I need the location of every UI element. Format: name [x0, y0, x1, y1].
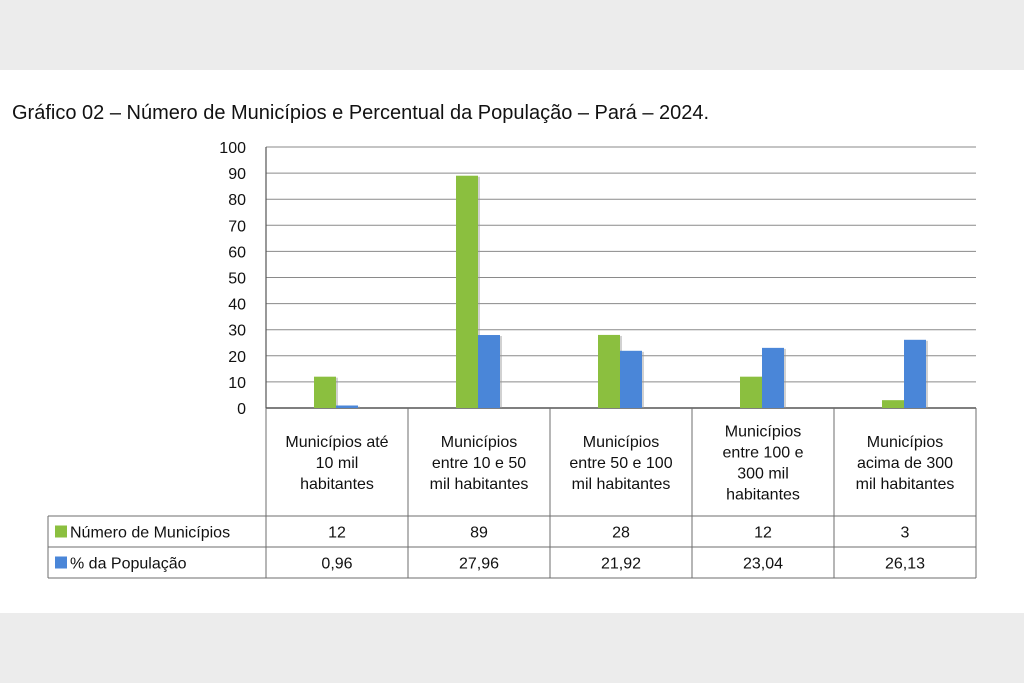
bar-percentual-populacao: [336, 405, 358, 408]
category-label-line: Municípios até: [285, 434, 388, 451]
legend-swatch: [55, 525, 67, 538]
bar-numero-municipios: [456, 175, 478, 408]
y-tick-label: 40: [228, 297, 246, 314]
category-label-line: mil habitantes: [430, 476, 529, 493]
category-label-line: Municípios: [867, 434, 943, 451]
bar-numero-municipios: [314, 376, 336, 408]
chart-sheet: Gráfico 02 – Número de Municípios e Perc…: [0, 70, 1024, 613]
category-label: Municípios até 10 mil habitantes: [285, 434, 388, 493]
bar-percentual-populacao: [620, 350, 642, 408]
category-label-line: 10 mil: [316, 455, 359, 472]
category-label-line: 300 mil: [737, 466, 789, 483]
category-label-line: habitantes: [300, 476, 374, 493]
table-cell-value: 3: [901, 525, 910, 542]
category-label-line: entre 100 e: [723, 445, 804, 462]
table-cell-value: 12: [328, 525, 346, 542]
table-cell-value: 21,92: [601, 556, 641, 573]
table-cell-value: 12: [754, 525, 772, 542]
category-label-line: acima de 300: [857, 455, 953, 472]
bar-percentual-populacao: [904, 339, 926, 408]
y-tick-label: 50: [228, 271, 246, 288]
category-label-line: entre 50 e 100: [569, 455, 672, 472]
table-cell-value: 89: [470, 525, 488, 542]
category-label-line: mil habitantes: [856, 476, 955, 493]
category-label-line: habitantes: [726, 487, 800, 504]
chart-title: Gráfico 02 – Número de Municípios e Perc…: [12, 102, 710, 124]
y-tick-label: 30: [228, 323, 246, 340]
table-cell-value: 27,96: [459, 556, 499, 573]
category-label: Municípios acima de 300 mil habitantes: [856, 434, 955, 493]
bar-numero-municipios: [740, 376, 762, 408]
bar-numero-municipios: [882, 400, 904, 408]
y-tick-label: 100: [219, 140, 246, 157]
y-tick-label: 0: [237, 401, 246, 418]
category-label: Municípios entre 50 e 100 mil habitantes: [569, 434, 672, 493]
category-label-line: Municípios: [441, 434, 517, 451]
y-tick-label: 60: [228, 244, 246, 261]
chart-svg: 0 10 20 30 40 50 60 70 80 90 100 Municípios até 10 m…: [47, 140, 977, 579]
legend-label: Número de Municípios: [70, 525, 230, 542]
category-label-line: mil habitantes: [572, 476, 671, 493]
table-cell-value: 23,04: [743, 556, 783, 573]
bar-numero-municipios: [598, 334, 620, 408]
bar-percentual-populacao: [478, 335, 500, 408]
category-label-line: Municípios: [583, 434, 659, 451]
table-cell-value: 28: [612, 525, 630, 542]
y-tick-label: 80: [228, 192, 246, 209]
category-label-line: entre 10 e 50: [432, 455, 526, 472]
category-label: Municípios entre 10 e 50 mil habitantes: [430, 434, 529, 493]
y-tick-label: 10: [228, 375, 246, 392]
category-label-line: Municípios: [725, 424, 801, 441]
legend-swatch: [55, 556, 67, 569]
y-tick-label: 90: [228, 166, 246, 183]
bar-percentual-populacao: [762, 347, 784, 408]
table-cell-value: 26,13: [885, 556, 925, 573]
legend-label: % da População: [70, 556, 187, 573]
y-tick-label: 70: [228, 218, 246, 235]
y-tick-label: 20: [228, 349, 246, 366]
table-cell-value: 0,96: [321, 556, 352, 573]
category-label: Municípios entre 100 e 300 mil habitantes: [723, 424, 804, 504]
